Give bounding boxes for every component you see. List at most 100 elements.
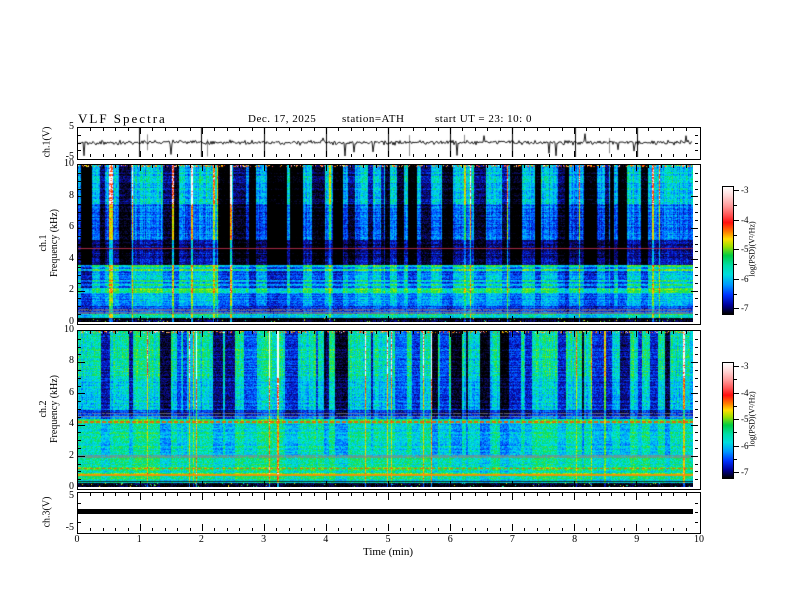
axis-tick (78, 173, 81, 174)
axis-tick (214, 128, 215, 131)
colorbar-tick-label: -6 (741, 274, 749, 284)
axis-tick (425, 484, 426, 487)
axis-tick (177, 528, 178, 531)
axis-tick (90, 493, 91, 496)
axis-tick (376, 493, 377, 496)
axis-tick (549, 331, 550, 334)
axis-tick (413, 128, 414, 131)
axis-tick (190, 154, 191, 157)
axis-tick (400, 319, 401, 322)
axis-tick (314, 319, 315, 322)
axis-tick (574, 128, 575, 134)
axis-tick (734, 308, 739, 309)
axis-tick (673, 154, 674, 157)
axis-tick (140, 165, 141, 171)
axis-tick (326, 331, 327, 337)
axis-tick (252, 165, 253, 168)
axis-tick (636, 128, 637, 134)
axis-tick (648, 128, 649, 131)
axis-tick (636, 493, 637, 500)
axis-tick (239, 484, 240, 487)
axis-tick (695, 189, 698, 190)
axis-tick (524, 165, 525, 168)
axis-tick (487, 165, 488, 168)
axis-tick (695, 306, 698, 307)
axis-tick (574, 165, 575, 171)
axis-tick (78, 259, 85, 260)
axis-tick (462, 165, 463, 168)
axis-tick (314, 165, 315, 168)
axis-tick (475, 319, 476, 322)
axis-tick (487, 331, 488, 334)
time-xtick-label: 10 (694, 534, 704, 545)
axis-tick (438, 128, 439, 131)
axis-tick (512, 481, 513, 487)
axis-tick (549, 484, 550, 487)
axis-tick (695, 464, 698, 465)
axis-tick (574, 151, 575, 157)
axis-tick (128, 528, 129, 531)
axis-tick (78, 347, 81, 348)
axis-tick (152, 154, 153, 157)
axis-tick (78, 189, 81, 190)
axis-tick (214, 331, 215, 334)
axis-tick (289, 154, 290, 157)
axis-tick (661, 528, 662, 531)
time-xtick-label: 6 (447, 534, 453, 545)
axis-tick (152, 165, 153, 168)
axis-tick (214, 484, 215, 487)
axis-tick (103, 319, 104, 322)
axis-tick (624, 154, 625, 157)
axis-tick (562, 528, 563, 531)
axis-tick (673, 319, 674, 322)
axis-tick (524, 528, 525, 531)
axis-tick (734, 366, 739, 367)
axis-tick (695, 251, 698, 252)
axis-tick (115, 493, 116, 496)
axis-tick (152, 128, 153, 131)
axis-tick (190, 331, 191, 334)
axis-tick (103, 331, 104, 334)
colorbar-tick-label: -3 (741, 185, 749, 195)
axis-tick (276, 528, 277, 531)
axis-tick (301, 128, 302, 131)
axis-tick (537, 484, 538, 487)
axis-tick (624, 165, 625, 168)
axis-tick (562, 484, 563, 487)
axis-tick (400, 331, 401, 334)
axis-tick (695, 150, 698, 151)
axis-tick (450, 316, 451, 322)
axis-tick (661, 493, 662, 496)
axis-tick (599, 528, 600, 531)
axis-tick (695, 181, 698, 182)
axis-tick (475, 165, 476, 168)
axis-tick (239, 154, 240, 157)
axis-tick (475, 154, 476, 157)
axis-tick (78, 409, 81, 410)
axis-tick (695, 275, 698, 276)
ch2-spectrogram-panel (77, 330, 701, 490)
axis-tick (734, 432, 737, 433)
axis-tick (487, 319, 488, 322)
axis-tick (78, 251, 81, 252)
axis-tick (695, 204, 698, 205)
axis-tick (462, 128, 463, 131)
axis-tick (177, 319, 178, 322)
axis-tick (276, 484, 277, 487)
axis-tick (165, 331, 166, 334)
axis-tick (363, 493, 364, 496)
axis-tick (611, 484, 612, 487)
axis-tick (314, 331, 315, 334)
axis-tick (152, 493, 153, 496)
axis-tick (673, 528, 674, 531)
station-label: station=ATH (342, 113, 405, 125)
axis-tick (90, 165, 91, 168)
axis-tick (338, 493, 339, 496)
axis-tick (78, 339, 81, 340)
axis-tick (438, 319, 439, 322)
axis-tick (734, 190, 739, 191)
axis-tick (351, 165, 352, 168)
axis-tick (562, 319, 563, 322)
axis-tick (90, 154, 91, 157)
axis-tick (78, 440, 81, 441)
